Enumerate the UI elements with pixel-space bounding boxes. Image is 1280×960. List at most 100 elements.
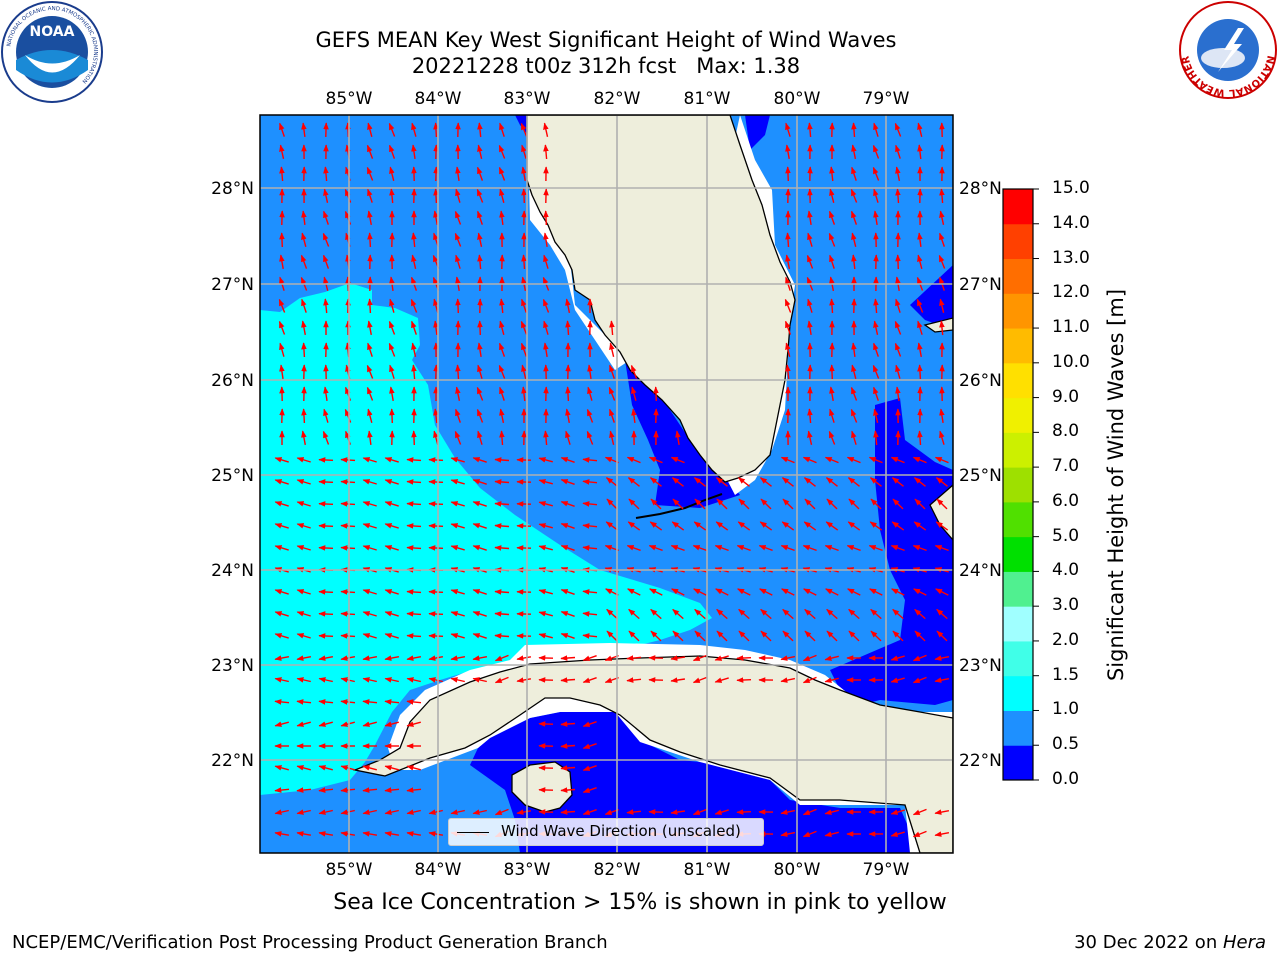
wind-wave-arrow	[411, 430, 417, 446]
wind-wave-arrow	[565, 298, 571, 314]
wind-wave-arrow	[388, 144, 396, 159]
wind-wave-arrow	[406, 831, 422, 837]
wind-wave-arrow	[455, 166, 461, 182]
wind-wave-arrow	[626, 544, 641, 552]
wind-wave-arrow	[847, 588, 861, 596]
longitude-label: 79°W	[863, 860, 910, 880]
wind-wave-arrow	[939, 232, 945, 247]
latitude-label: 26°N	[211, 371, 254, 391]
wind-wave-arrow	[340, 831, 356, 837]
wind-wave-arrow	[692, 676, 707, 684]
wind-wave-arrow	[587, 364, 593, 380]
wind-wave-arrow	[873, 430, 879, 446]
wind-wave-arrow	[934, 809, 950, 815]
wind-wave-arrow	[450, 457, 465, 463]
wind-wave-arrow	[850, 386, 858, 401]
wind-wave-arrow	[785, 342, 791, 357]
wind-wave-arrow	[934, 655, 950, 661]
wind-wave-arrow	[692, 544, 707, 552]
wind-wave-arrow	[582, 655, 597, 661]
wind-wave-arrow	[516, 655, 532, 661]
wind-wave-arrow	[318, 633, 334, 639]
wind-wave-arrow	[472, 633, 487, 639]
wind-wave-arrow	[628, 630, 640, 642]
wind-wave-arrow	[670, 677, 686, 683]
wind-wave-arrow	[802, 654, 817, 662]
wind-wave-arrow	[498, 364, 506, 379]
wind-wave-arrow	[780, 831, 796, 837]
wind-wave-arrow	[780, 677, 796, 683]
wind-wave-arrow	[694, 630, 706, 642]
wind-wave-arrow	[894, 320, 902, 335]
wind-wave-arrow	[626, 809, 642, 815]
wind-wave-arrow	[279, 364, 285, 380]
wind-wave-arrow	[917, 320, 923, 335]
wind-wave-arrow	[494, 523, 510, 529]
wind-wave-arrow	[693, 477, 706, 487]
wind-wave-arrow	[848, 498, 860, 510]
wind-wave-arrow	[850, 210, 858, 225]
wind-wave-arrow	[279, 122, 285, 137]
wind-wave-arrow	[582, 545, 598, 551]
wind-wave-arrow	[890, 677, 905, 683]
wind-wave-arrow	[521, 298, 527, 313]
wind-wave-arrow	[560, 655, 576, 661]
colorbar-title: Significant Height of Wind Waves [m]	[1104, 288, 1128, 682]
wind-wave-arrow	[851, 342, 857, 357]
wind-wave-arrow	[296, 787, 312, 793]
wind-wave-arrow	[454, 232, 462, 247]
wind-wave-arrow	[936, 630, 948, 642]
wind-wave-arrow	[895, 298, 901, 313]
wind-wave-arrow	[428, 655, 444, 661]
longitude-label: 84°W	[415, 89, 462, 109]
wind-wave-arrow	[472, 457, 487, 463]
wind-wave-arrow	[318, 501, 334, 507]
wind-wave-arrow	[913, 588, 927, 596]
wind-wave-arrow	[917, 254, 923, 269]
wind-wave-arrow	[384, 787, 400, 793]
longitude-label: 82°W	[594, 860, 641, 880]
wind-wave-arrow	[278, 298, 286, 313]
wind-wave-arrow	[781, 477, 794, 487]
wind-wave-arrow	[521, 364, 527, 379]
wind-wave-arrow	[825, 521, 839, 531]
wind-wave-arrow	[477, 320, 483, 336]
wind-wave-arrow	[714, 809, 729, 815]
wind-wave-arrow	[318, 765, 333, 771]
wind-wave-arrow	[384, 765, 399, 771]
wind-wave-arrow	[301, 232, 307, 247]
wind-wave-arrow	[362, 479, 377, 485]
wind-wave-arrow	[582, 721, 597, 727]
wind-wave-arrow	[560, 787, 576, 793]
wind-wave-arrow	[274, 831, 290, 837]
wind-wave-arrow	[362, 787, 378, 793]
wind-wave-arrow	[406, 457, 422, 463]
wind-wave-arrow	[804, 498, 816, 510]
wind-wave-arrow	[804, 608, 816, 620]
wind-wave-arrow	[606, 608, 618, 620]
wind-wave-arrow	[384, 809, 399, 815]
wind-wave-arrow	[279, 342, 285, 357]
wind-wave-arrow	[450, 677, 465, 683]
wind-wave-arrow	[650, 498, 662, 510]
wind-wave-arrow	[318, 523, 334, 529]
wind-wave-arrow	[760, 608, 772, 620]
wind-wave-arrow	[626, 456, 641, 464]
wind-wave-arrow	[543, 210, 549, 226]
wind-wave-arrow	[670, 655, 686, 661]
wind-wave-arrow	[917, 232, 923, 247]
wind-wave-arrow	[781, 521, 795, 531]
wind-wave-arrow	[318, 809, 333, 815]
latitude-label: 25°N	[211, 466, 254, 486]
longitude-label: 83°W	[504, 860, 551, 880]
wind-wave-arrow	[538, 589, 553, 595]
wind-wave-arrow	[913, 477, 926, 487]
colorbar-tick-label: 8.0	[1052, 421, 1080, 442]
wind-wave-arrow	[301, 320, 307, 336]
wind-wave-arrow	[714, 655, 729, 661]
wind-wave-arrow	[737, 588, 751, 596]
wind-wave-arrow	[917, 342, 923, 358]
wind-wave-arrow	[582, 501, 598, 507]
wind-wave-arrow	[912, 808, 927, 816]
colorbar-segment	[1003, 223, 1033, 260]
